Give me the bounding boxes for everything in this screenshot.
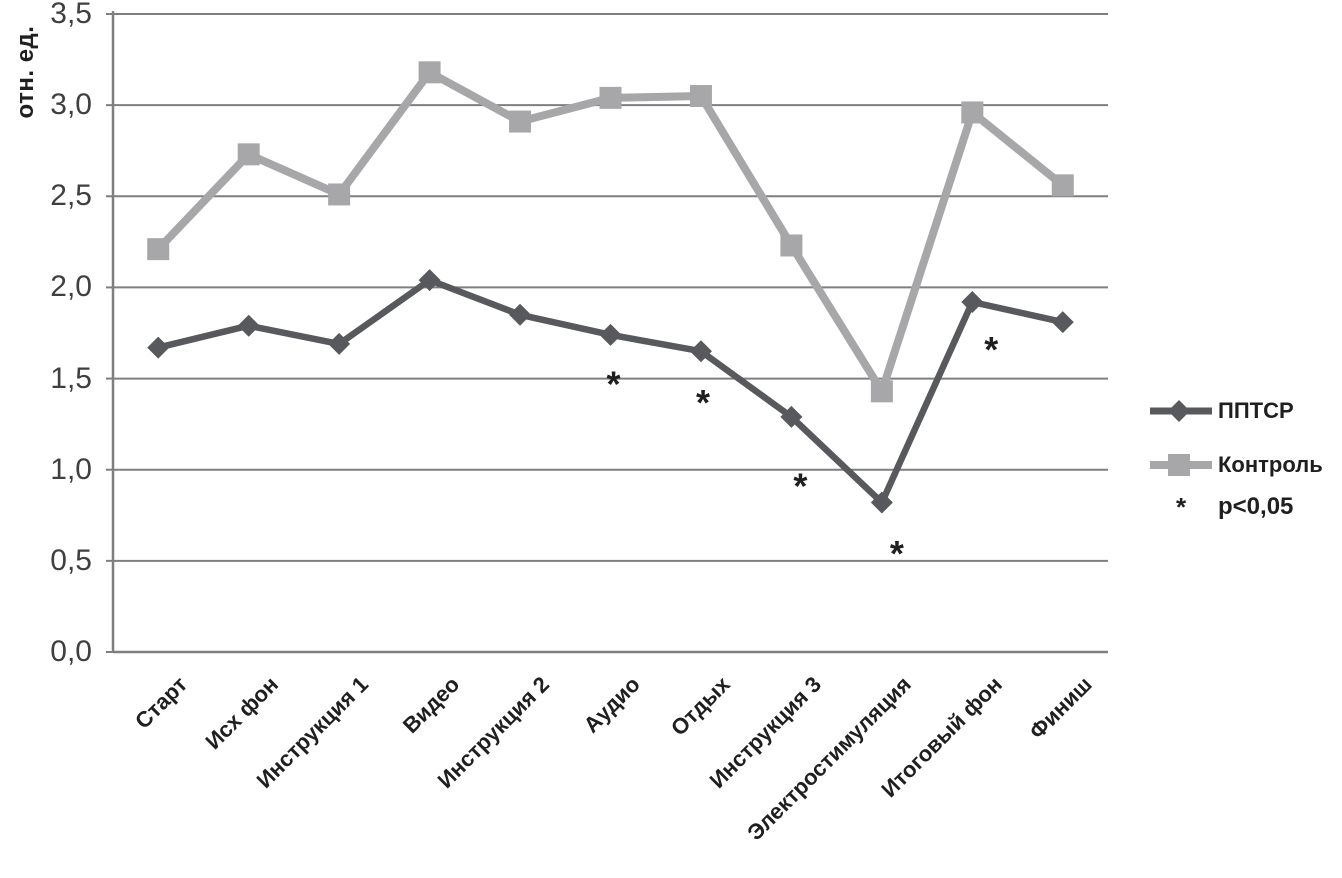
y-tick-label: 2,0 [50, 270, 92, 304]
y-tick-label: 1,0 [50, 452, 92, 486]
data-point-diamond [599, 323, 622, 346]
data-point-square [689, 85, 712, 108]
y-tick-label: 2,5 [50, 179, 92, 213]
data-point-square [1051, 174, 1074, 197]
data-point-square [961, 101, 984, 124]
data-point-diamond [1051, 311, 1074, 334]
data-point-square [328, 183, 351, 206]
asterisk-icon: * [1175, 492, 1187, 522]
data-point-diamond [961, 291, 984, 314]
significance-asterisk: * [984, 329, 998, 370]
data-point-square [237, 143, 260, 166]
data-point-square [147, 238, 170, 261]
data-point-diamond [328, 332, 351, 355]
y-tick-label: 0,0 [50, 635, 92, 668]
data-point-diamond [237, 314, 260, 337]
legend-item-pptsr: ППТСР [1148, 396, 1294, 426]
legend-item-significance: * p<0,05 [1148, 492, 1293, 522]
data-point-diamond [870, 491, 893, 514]
control-line-marker-swatch [1150, 454, 1212, 476]
significance-asterisk: * [890, 533, 904, 574]
legend-item-control: Контроль [1148, 450, 1323, 480]
data-point-diamond [147, 336, 170, 359]
pptsr-line-marker-swatch [1150, 400, 1212, 422]
data-point-square [509, 110, 532, 133]
data-point-square [418, 61, 441, 84]
data-point-diamond [509, 303, 532, 326]
y-tick-label: 3,0 [50, 88, 92, 122]
significance-asterisk: * [696, 382, 710, 423]
y-tick-label: 0,5 [50, 543, 92, 577]
data-point-diamond [418, 269, 441, 292]
y-tick-label: 3,5 [50, 0, 92, 30]
legend-label-pptsr: ППТСР [1218, 398, 1294, 423]
legend-label-control: Контроль [1218, 452, 1323, 477]
y-tick-label: 1,5 [50, 361, 92, 395]
significance-label: p<0,05 [1218, 493, 1294, 520]
significance-asterisk: * [606, 364, 620, 405]
data-point-diamond [689, 340, 712, 363]
data-point-diamond [780, 405, 803, 428]
significance-asterisk: * [793, 466, 807, 507]
data-point-square [780, 234, 803, 257]
data-point-square [870, 380, 893, 403]
data-point-square [599, 86, 622, 109]
